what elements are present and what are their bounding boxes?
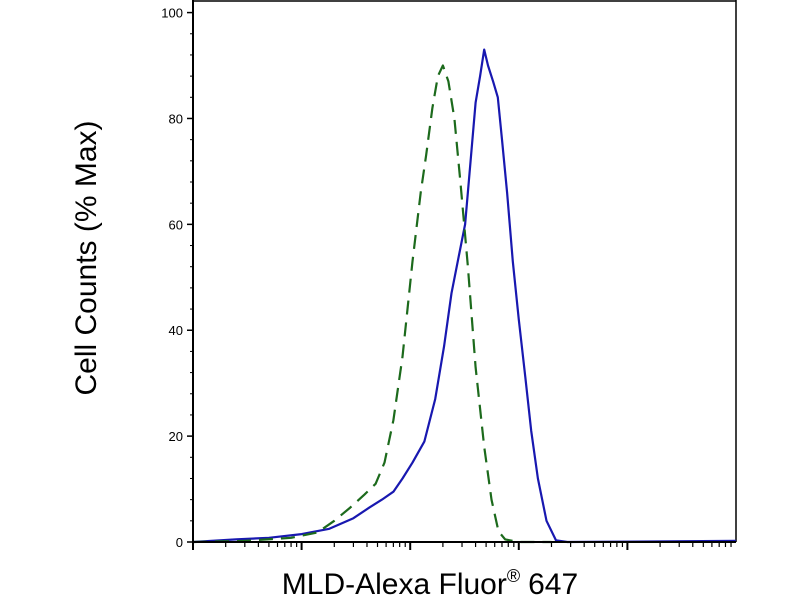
- series-line-solid: [192, 48, 737, 544]
- y-tick-label-40: 40: [169, 323, 183, 338]
- y-tick-label-100: 100: [161, 6, 183, 21]
- y-tick-label-80: 80: [169, 111, 183, 126]
- x-axis-title-registered-mark: ®: [507, 566, 520, 586]
- y-axis-title: Cell Counts (% Max): [70, 120, 103, 395]
- x-axis-title-number: 647: [528, 568, 578, 600]
- axes-layer: 0 20 40 60 80 100: [161, 0, 736, 550]
- y-tick-label-60: 60: [169, 217, 183, 232]
- x-axis-title-main: MLD-Alexa Fluor: [282, 568, 507, 600]
- series-line-dashed: [192, 64, 552, 544]
- x-axis-title: MLD-Alexa Fluor® 647: [282, 566, 578, 600]
- plot-frame: [193, 0, 737, 542]
- y-tick-label-20: 20: [169, 429, 183, 444]
- series-layer: [192, 48, 737, 544]
- y-tick-label-0: 0: [176, 535, 183, 550]
